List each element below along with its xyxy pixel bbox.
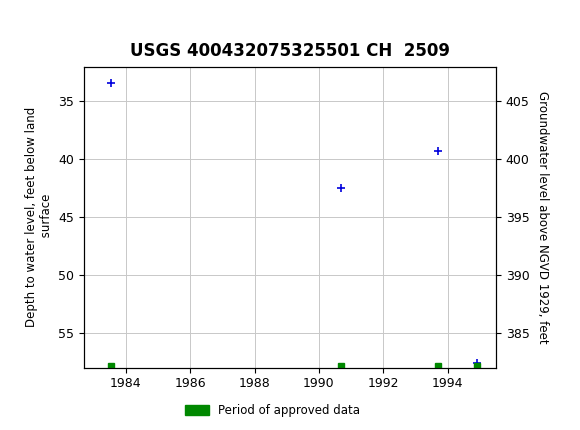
Y-axis label: Groundwater level above NGVD 1929, feet: Groundwater level above NGVD 1929, feet (536, 91, 549, 344)
Y-axis label: Depth to water level, feet below land
 surface: Depth to water level, feet below land su… (25, 107, 53, 327)
Title: USGS 400432075325501 CH  2509: USGS 400432075325501 CH 2509 (130, 42, 450, 59)
Text: ≡USGS: ≡USGS (104, 10, 175, 28)
Legend: Period of approved data: Period of approved data (180, 399, 365, 422)
